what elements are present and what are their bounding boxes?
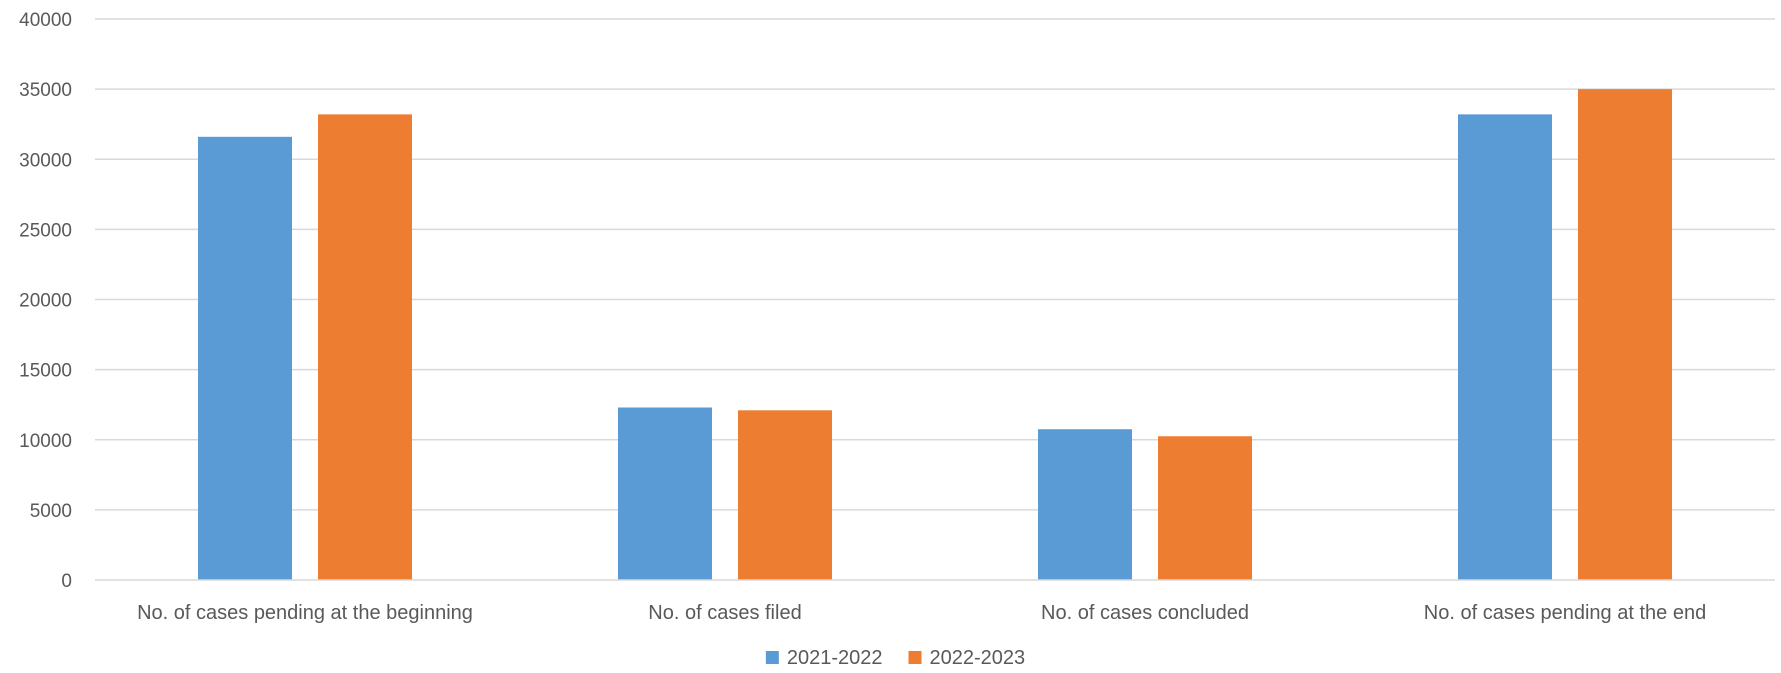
bar-2021-2022-2: [1038, 429, 1132, 580]
bar-2021-2022-3: [1458, 114, 1552, 581]
x-category-label: No. of cases pending at the end: [1424, 602, 1706, 624]
y-tick-label: 20000: [19, 291, 72, 312]
bar-2021-2022-1: [618, 407, 712, 580]
bar-2022-2023-0: [318, 114, 412, 581]
y-tick-label: 25000: [19, 220, 72, 241]
legend-label: 2021-2022: [787, 647, 883, 669]
y-axis-tick-labels: 0 5000 10000 15000 20000 25000 30000 35000 40000: [19, 10, 72, 592]
legend-swatch: [765, 651, 779, 664]
y-tick-label: 5000: [30, 501, 72, 522]
bar-2021-2022-0: [198, 136, 292, 580]
legend-item: 2022-2023: [908, 647, 1026, 669]
x-category-label: No. of cases filed: [648, 602, 801, 624]
bar-2022-2023-3: [1578, 89, 1672, 580]
x-category-label: No. of cases concluded: [1041, 602, 1249, 624]
legend-item: 2021-2022: [765, 647, 883, 669]
y-tick-label: 40000: [19, 10, 72, 31]
legend: 2021-2022 2022-2023: [765, 647, 1026, 669]
y-tick-label: 30000: [19, 150, 72, 171]
x-category-label: No. of cases pending at the beginning: [137, 602, 473, 624]
x-axis-category-labels: No. of cases pending at the beginning No.…: [137, 602, 1706, 624]
y-tick-label: 15000: [19, 361, 72, 382]
bar-2022-2023-1: [738, 410, 832, 580]
legend-swatch: [908, 651, 922, 664]
bars: [198, 89, 1672, 581]
bar-2022-2023-2: [1158, 436, 1252, 580]
y-tick-label: 0: [61, 571, 72, 592]
legend-label: 2022-2023: [930, 647, 1026, 669]
y-tick-label: 35000: [19, 80, 72, 101]
y-tick-label: 10000: [19, 431, 72, 452]
